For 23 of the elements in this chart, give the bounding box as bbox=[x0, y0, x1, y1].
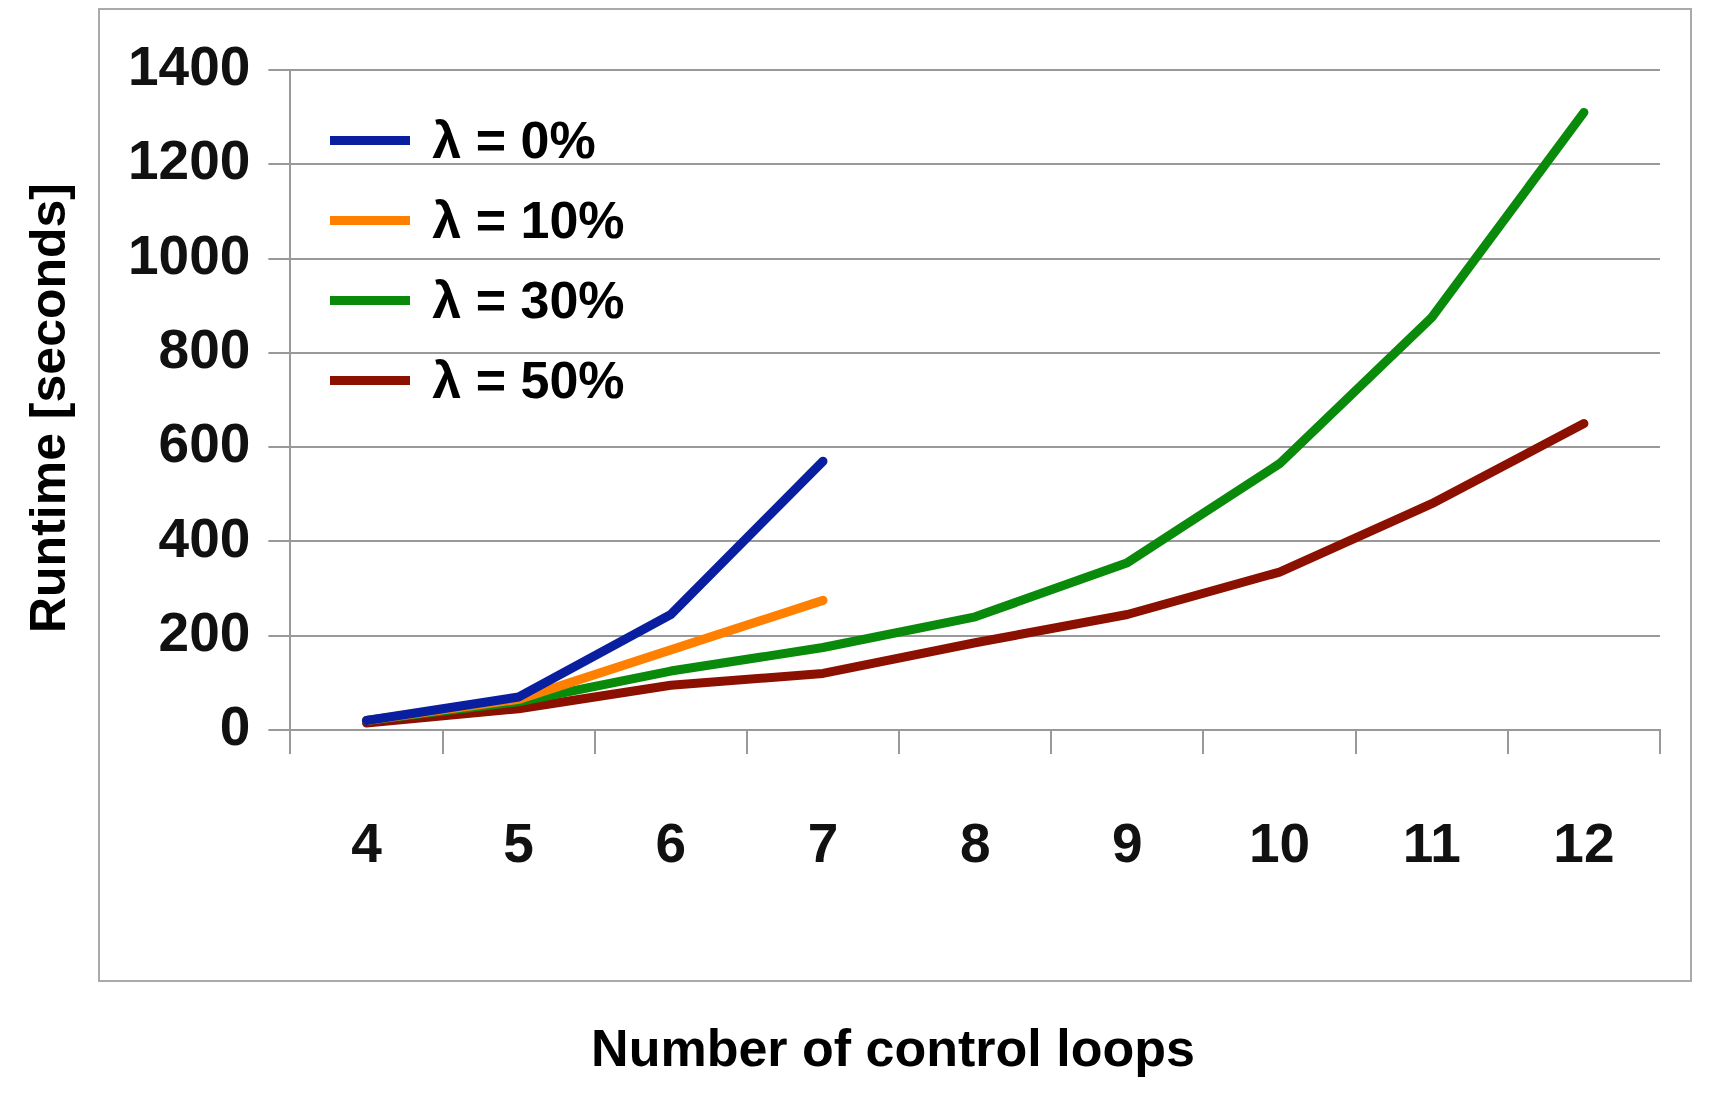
x-tick-label: 11 bbox=[1402, 812, 1461, 875]
legend-label: λ = 30% bbox=[432, 270, 625, 330]
x-axis-title: Number of control loops bbox=[590, 1018, 1196, 1078]
y-tick-label: 1000 bbox=[127, 223, 251, 286]
y-tick-label: 600 bbox=[158, 412, 251, 475]
legend-label: λ = 50% bbox=[432, 350, 625, 410]
y-axis-title: Runtime [seconds] bbox=[19, 182, 77, 634]
x-tick-label: 9 bbox=[1112, 812, 1143, 875]
x-tick-label: 8 bbox=[959, 812, 991, 875]
x-tick-label: 6 bbox=[655, 812, 687, 875]
x-tick-label: 5 bbox=[503, 812, 534, 875]
legend-label: λ = 0% bbox=[432, 110, 596, 170]
x-tick-label: 7 bbox=[807, 812, 839, 875]
x-tick-label: 10 bbox=[1248, 812, 1311, 875]
y-tick-label: 200 bbox=[158, 600, 251, 663]
y-tick-label: 1400 bbox=[127, 35, 251, 98]
y-tick-label: 800 bbox=[158, 318, 251, 381]
legend-label: λ = 10% bbox=[432, 190, 625, 250]
x-tick-label: 12 bbox=[1553, 812, 1615, 875]
y-tick-label: 0 bbox=[219, 695, 251, 758]
y-tick-label: 400 bbox=[158, 506, 251, 569]
x-tick-label: 4 bbox=[351, 812, 383, 875]
y-tick-label: 1200 bbox=[127, 129, 251, 192]
